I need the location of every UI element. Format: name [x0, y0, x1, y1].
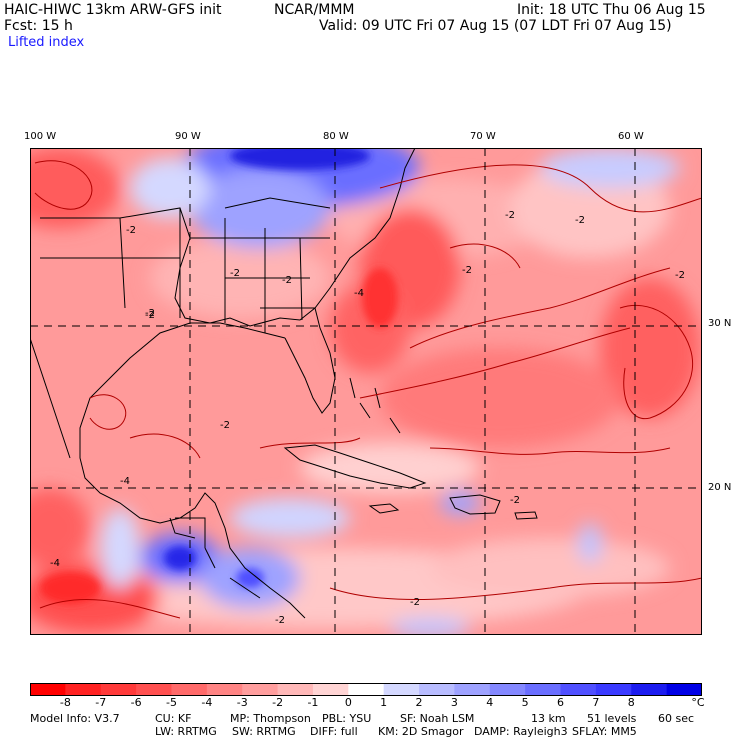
contour-label: -2 — [230, 268, 240, 279]
colorbar-tick-label: -7 — [95, 696, 107, 709]
cu-scheme: CU: KF — [155, 712, 192, 725]
colorbar-tick-label: 6 — [557, 696, 565, 709]
contour-label: -4 — [120, 476, 130, 487]
coastlines — [30, 148, 538, 619]
colorbar-swatch — [136, 683, 172, 696]
lw-scheme: LW: RRTMG — [155, 725, 217, 738]
lat-label-20n: 20 N — [708, 482, 732, 493]
sf-scheme: SF: Noah LSM — [400, 712, 475, 725]
lifted-index-map: -2 -2 -2 -2 -2 -2 -4 -2 -2 -4 -2 -2 -2 -… — [30, 148, 702, 635]
colorbar-tick-label: 7 — [592, 696, 600, 709]
contour-label: -2 — [510, 495, 520, 506]
sflay-scheme: SFLAY: MM5 — [572, 725, 637, 738]
contour-label: -2 — [505, 210, 515, 221]
colorbar-swatch — [206, 683, 243, 696]
colorbar-tick-label: -8 — [59, 696, 71, 709]
colorbar-tick-label: 3 — [450, 696, 458, 709]
contour-label: -2 — [145, 310, 155, 321]
lat-lon-grid — [30, 148, 702, 635]
colorbar-swatch — [560, 683, 597, 696]
lon-label-80w: 80 W — [323, 131, 349, 142]
colorbar-tick-label: -5 — [165, 696, 177, 709]
colorbar-unit: °C — [691, 696, 705, 709]
colorbar-swatch — [348, 683, 385, 696]
lon-label-70w: 70 W — [470, 131, 496, 142]
colorbar-swatch — [171, 683, 208, 696]
model-title: HAIC-HIWC 13km ARW-GFS init — [4, 2, 222, 18]
model-info: Model Info: V3.7 — [30, 712, 120, 725]
colorbar-tick-label: -2 — [272, 696, 284, 709]
contour-label: -2 — [145, 308, 155, 319]
lat-label-30n: 30 N — [708, 318, 732, 329]
colorbar-tick-label: -4 — [201, 696, 213, 709]
contour-label: -2 — [575, 215, 585, 226]
colorbar-swatch — [242, 683, 279, 696]
lon-label-100w: 100 W — [24, 131, 57, 142]
lon-label-60w: 60 W — [618, 131, 644, 142]
mp-scheme: MP: Thompson — [230, 712, 311, 725]
diff-scheme: DIFF: full — [310, 725, 358, 738]
colorbar-swatch — [525, 683, 562, 696]
field-name: Lifted index — [8, 35, 85, 50]
colorbar-swatch — [631, 683, 668, 696]
contour-label: -2 — [275, 615, 285, 626]
contour-label: -2 — [282, 275, 292, 286]
map-frame — [30, 148, 702, 635]
damp-scheme: DAMP: Rayleigh3 — [474, 725, 568, 738]
timestep: 60 sec — [658, 712, 695, 725]
colorbar-swatch — [666, 683, 703, 696]
resolution: 13 km — [531, 712, 566, 725]
colorbar-swatch — [419, 683, 455, 696]
colorbar-swatch — [595, 683, 632, 696]
colorbar-tick-label: 4 — [486, 696, 494, 709]
contour-label-group: -2 -2 -2 -2 -2 -2 -4 -2 -2 -4 -2 -2 -2 -… — [50, 210, 685, 626]
forecast-hour: Fcst: 15 h — [4, 18, 73, 34]
organization: NCAR/MMM — [274, 2, 355, 18]
colorbar-tick-label: 8 — [627, 696, 635, 709]
sw-scheme: SW: RRTMG — [232, 725, 296, 738]
contour-lines — [34, 160, 702, 619]
contour-label: -2 — [462, 265, 472, 276]
levels: 51 levels — [587, 712, 637, 725]
colorbar-swatch — [312, 683, 349, 696]
colorbar-swatch — [489, 683, 526, 696]
valid-time: Valid: 09 UTC Fri 07 Aug 15 (07 LDT Fri … — [319, 18, 672, 34]
contour-label: -2 — [126, 225, 136, 236]
contour-label: -4 — [50, 558, 60, 569]
colorbar-tick-label: -6 — [130, 696, 142, 709]
pbl-scheme: PBL: YSU — [322, 712, 372, 725]
colorbar-swatch — [277, 683, 314, 696]
colorbar-swatch — [65, 683, 102, 696]
field-shading — [30, 148, 700, 635]
contour-label: -4 — [354, 288, 364, 299]
colorbar-tick-label: 2 — [415, 696, 423, 709]
colorbar-swatches — [30, 683, 703, 696]
colorbar-tick-label: 5 — [521, 696, 529, 709]
colorbar — [30, 681, 703, 696]
contour-label: -2 — [675, 270, 685, 281]
colorbar-swatch — [100, 683, 137, 696]
colorbar-swatch — [383, 683, 420, 696]
colorbar-swatch — [454, 683, 491, 696]
colorbar-tick-label: -3 — [236, 696, 248, 709]
colorbar-border — [30, 683, 702, 696]
colorbar-tick-label: -1 — [307, 696, 319, 709]
contour-label: -2 — [410, 597, 420, 608]
init-time: Init: 18 UTC Thu 06 Aug 15 — [517, 2, 706, 18]
km-scheme: KM: 2D Smagor — [378, 725, 464, 738]
colorbar-tick-label: 0 — [344, 696, 352, 709]
colorbar-tick-label: 1 — [380, 696, 388, 709]
lon-label-90w: 90 W — [175, 131, 201, 142]
colorbar-swatch — [30, 683, 66, 696]
contour-label: -2 — [220, 420, 230, 431]
